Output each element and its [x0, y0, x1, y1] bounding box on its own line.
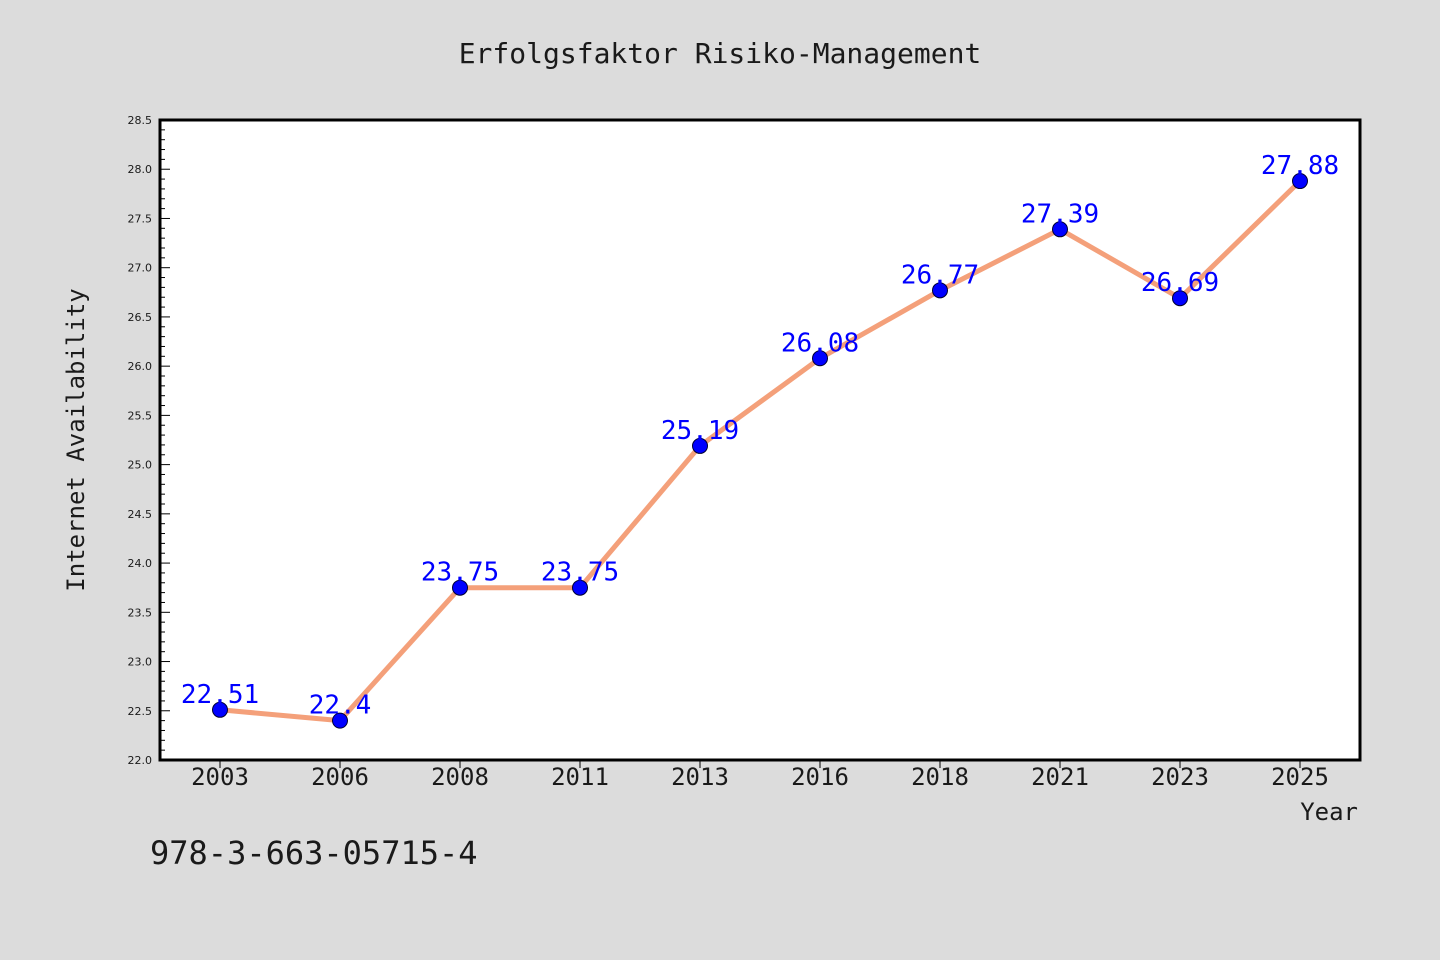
y-tick-label: 22.0 [128, 754, 153, 767]
x-tick-label: 2013 [671, 763, 729, 791]
data-point [692, 437, 708, 454]
y-tick-label: 28.5 [128, 114, 153, 127]
y-axis-title: Internet Availability [62, 288, 90, 591]
y-tick-label: 23.0 [128, 656, 153, 669]
x-tick-label: 2006 [311, 763, 369, 791]
data-label: 23.75 [541, 558, 619, 588]
data-point [572, 579, 588, 596]
data-label: 26.77 [901, 260, 979, 290]
series-line [217, 178, 1303, 724]
plot-area [158, 118, 1362, 762]
y-tick-label: 27.0 [128, 262, 153, 275]
data-label: 22.51 [181, 680, 259, 710]
x-tick-label: 2016 [791, 763, 849, 791]
chart-title: Erfolgsfaktor Risiko-Management [459, 37, 982, 70]
y-tick-label: 28.0 [128, 163, 153, 176]
y-tick-label: 27.5 [128, 212, 153, 225]
data-label: 26.69 [1141, 268, 1219, 298]
data-label: 26.08 [781, 328, 859, 358]
y-tick-label: 26.5 [128, 311, 153, 324]
x-tick-label: 2021 [1031, 763, 1089, 791]
y-tick-label: 24.5 [128, 508, 153, 521]
y-tick-label: 22.5 [128, 705, 153, 718]
x-tick-label: 2003 [191, 763, 249, 791]
y-tick-label: 23.5 [128, 606, 153, 619]
data-point [1052, 221, 1068, 238]
data-label: 27.88 [1261, 151, 1339, 181]
data-point [1292, 173, 1308, 190]
x-tick-label: 2025 [1271, 763, 1329, 791]
y-tick-label: 26.0 [128, 360, 153, 373]
data-point [212, 701, 228, 718]
y-tick-label: 24.0 [128, 557, 153, 570]
x-tick-label: 2011 [551, 763, 609, 791]
data-label-layer: 22.51 22.4 23.75 23.75 25.19 26.08 26.77 27.39 2… [181, 151, 1339, 721]
y-tick-label: 25.5 [128, 409, 153, 422]
data-point [452, 579, 468, 596]
x-tick-label: 2018 [911, 763, 969, 791]
x-axis: 2003 2006 2008 2011 2013 2016 2018 2021 2023 2025 [191, 760, 1329, 791]
data-label: 25.19 [661, 416, 739, 446]
y-axis: 22.0 22.5 23.0 23.5 24.0 24.5 25.0 25.5 26.0 26.5… [128, 114, 170, 767]
x-tick-label: 2023 [1151, 763, 1209, 791]
data-label: 22.4 [309, 691, 372, 721]
y-tick-label: 25.0 [128, 459, 153, 472]
data-point [812, 350, 828, 367]
data-label: 27.39 [1021, 199, 1099, 229]
data-point [332, 712, 348, 729]
x-axis-title: Year [1300, 798, 1358, 826]
x-tick-label: 2008 [431, 763, 489, 791]
data-point [932, 282, 948, 299]
data-label: 23.75 [421, 558, 499, 588]
series-layer [212, 173, 1308, 729]
data-point [1172, 290, 1188, 307]
isbn-annotation: 978-3-663-05715-4 [150, 834, 478, 872]
